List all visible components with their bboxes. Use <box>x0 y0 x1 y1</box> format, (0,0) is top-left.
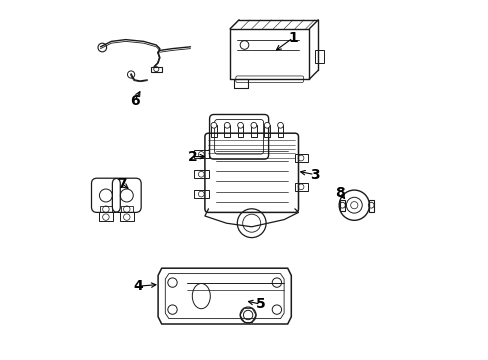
Text: 3: 3 <box>309 168 319 181</box>
Bar <box>120 212 134 221</box>
Bar <box>314 50 323 63</box>
Circle shape <box>211 122 216 128</box>
Circle shape <box>250 122 256 128</box>
Bar <box>277 125 283 137</box>
Text: 2: 2 <box>187 150 197 163</box>
Text: 4: 4 <box>133 279 143 293</box>
Text: 5: 5 <box>255 297 265 311</box>
Circle shape <box>277 122 283 128</box>
Bar <box>224 125 230 137</box>
Circle shape <box>264 122 269 128</box>
Bar <box>99 212 113 221</box>
Bar <box>121 206 133 212</box>
Circle shape <box>237 122 243 128</box>
Text: 1: 1 <box>287 31 297 45</box>
Circle shape <box>224 122 230 128</box>
Bar <box>233 79 247 88</box>
Bar <box>194 190 208 198</box>
Bar <box>194 150 208 158</box>
Bar <box>294 183 307 191</box>
Bar <box>233 79 247 88</box>
Text: 7: 7 <box>117 177 127 190</box>
Bar <box>294 154 307 162</box>
Bar <box>211 125 216 137</box>
Bar <box>194 170 208 178</box>
Bar <box>250 125 256 137</box>
Text: 8: 8 <box>334 186 344 199</box>
Bar <box>237 125 243 137</box>
Bar <box>100 206 112 212</box>
Bar <box>264 125 269 137</box>
Text: 6: 6 <box>130 94 139 108</box>
